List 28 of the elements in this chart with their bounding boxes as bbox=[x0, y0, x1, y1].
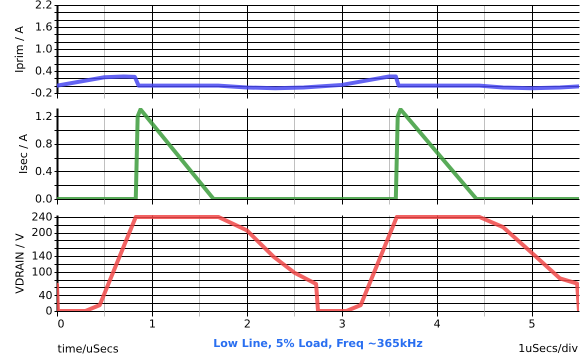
y-tick-label: 0.8 bbox=[35, 137, 52, 150]
y-tick-label: 1.2 bbox=[35, 110, 52, 123]
y-tick-label: 0.4 bbox=[35, 64, 52, 78]
y-tick-label: 40 bbox=[38, 288, 52, 302]
y-tick-label: 140 bbox=[32, 250, 52, 263]
x-tick-label: 4 bbox=[434, 318, 441, 330]
y-tick-label: -0.2 bbox=[31, 86, 52, 100]
y-axis-title: VDRAIN / V bbox=[14, 232, 27, 294]
y-axis-title: Isec / A bbox=[17, 134, 30, 174]
y-tick-label: 1.0 bbox=[35, 42, 52, 56]
y-tick-label: 1.6 bbox=[35, 20, 52, 34]
x-tick-label: 1 bbox=[148, 318, 156, 330]
x-tick-label: 5 bbox=[528, 318, 536, 330]
text: 1uSecs/div bbox=[518, 342, 578, 355]
y-tick-label: 240 bbox=[32, 210, 52, 224]
y-tick-label: 0.4 bbox=[35, 164, 52, 178]
y-tick-label: 2.2 bbox=[35, 0, 52, 12]
x-axis-title: time/uSecs bbox=[58, 342, 119, 356]
line-series bbox=[57, 74, 579, 90]
text: Low Line, 5% Load, Freq ~365kHz bbox=[213, 337, 423, 350]
x-tick-label: 2 bbox=[244, 318, 251, 330]
y-tick-label: 100 bbox=[32, 265, 52, 278]
x-tick-label: 3 bbox=[338, 318, 346, 330]
y-axis-title: Iprim / A bbox=[13, 26, 26, 73]
y-tick-label: 200 bbox=[32, 226, 52, 240]
y-tick-label: 0.0 bbox=[35, 192, 52, 206]
y-tick-label: 0 bbox=[46, 304, 52, 318]
x-tick-label: 0 bbox=[58, 318, 64, 330]
